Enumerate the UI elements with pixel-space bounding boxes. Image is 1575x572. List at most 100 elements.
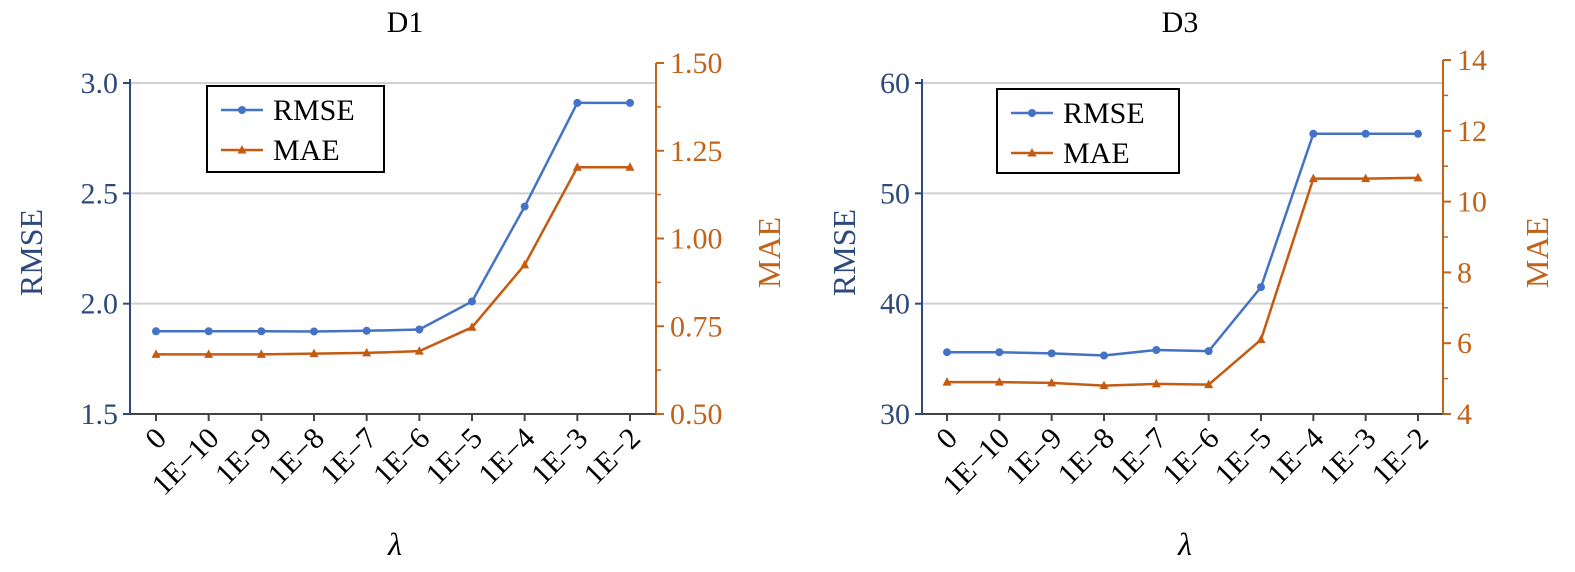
- y-right-axis-label: MAE: [1519, 217, 1555, 288]
- legend-box: [206, 85, 385, 173]
- left-tick-label: 60: [880, 67, 910, 100]
- x-tick-label: 1E−9: [209, 422, 278, 491]
- data-point-rmse: [1152, 346, 1161, 355]
- legend-label-mae: MAE: [1063, 137, 1130, 170]
- chart-panel-d3: 3040506046810121401E−101E−91E−81E−71E−61…: [826, 6, 1555, 562]
- x-tick-label: 1E−3: [1313, 422, 1382, 491]
- legend: RMSE MAE: [206, 85, 385, 173]
- legend-marker-rmse: [238, 106, 246, 114]
- data-point-rmse: [995, 348, 1004, 357]
- legend-label-mae: MAE: [273, 134, 340, 167]
- data-point-mae: [942, 377, 952, 386]
- y-left-axis-label: RMSE: [826, 209, 862, 296]
- right-tick-label: 14: [1457, 44, 1487, 77]
- data-point-mae: [994, 377, 1004, 386]
- data-point-rmse: [1047, 349, 1056, 358]
- x-tick-label: 1E−4: [472, 422, 541, 491]
- legend-label-rmse: RMSE: [1063, 97, 1145, 130]
- x-tick-label: 1E−6: [367, 422, 436, 491]
- right-tick-label: 1.25: [670, 135, 723, 168]
- right-tick-label: 8: [1457, 256, 1472, 289]
- data-point-rmse: [362, 326, 371, 335]
- data-point-mae: [1361, 173, 1371, 183]
- y-left-axis-label: RMSE: [13, 209, 49, 296]
- right-tick-label: 1.00: [670, 223, 723, 256]
- data-point-rmse: [152, 327, 160, 336]
- data-point-mae: [256, 349, 266, 358]
- data-point-mae: [1151, 378, 1161, 388]
- data-point-mae: [1047, 377, 1057, 387]
- data-point-rmse: [310, 327, 318, 336]
- x-tick-label: 0: [930, 422, 964, 456]
- data-point-mae: [309, 348, 319, 358]
- data-point-mae: [625, 162, 635, 171]
- data-point-rmse: [1309, 129, 1318, 138]
- legend: RMSE MAE: [996, 88, 1180, 174]
- data-point-mae: [151, 349, 161, 358]
- x-axis-label: λ: [1177, 526, 1192, 562]
- data-point-mae: [1308, 173, 1318, 183]
- data-point-rmse: [204, 327, 213, 336]
- left-tick-label: 3.0: [81, 67, 119, 100]
- data-point-mae: [204, 349, 214, 358]
- x-tick-label: 1E−5: [419, 422, 488, 491]
- series-line-rmse: [947, 132, 1418, 357]
- y-right-axis-label: MAE: [751, 217, 787, 288]
- x-tick-label: 1E−7: [314, 422, 383, 491]
- chart-title: D3: [1162, 6, 1199, 39]
- data-point-rmse: [943, 348, 951, 357]
- chart-panel-d1: 1.52.02.53.00.500.751.001.251.5001E−101E…: [13, 6, 787, 562]
- data-point-rmse: [573, 98, 582, 107]
- legend-marker-mae: [237, 145, 247, 154]
- x-tick-label: 1E−4: [1261, 422, 1330, 491]
- data-point-rmse: [626, 98, 634, 107]
- x-tick-label: 1E−2: [577, 422, 646, 491]
- data-point-rmse: [520, 202, 529, 211]
- data-point-rmse: [1204, 347, 1213, 356]
- right-tick-label: 0.75: [670, 310, 723, 343]
- x-tick-label: 1E−6: [1156, 422, 1225, 491]
- right-tick-label: 0.50: [670, 398, 723, 431]
- data-point-mae: [414, 346, 424, 355]
- x-tick-label: 1E−2: [1365, 422, 1434, 491]
- x-tick-label: 1E−8: [1051, 422, 1120, 491]
- data-point-rmse: [257, 327, 266, 336]
- data-point-mae: [1099, 380, 1109, 390]
- data-point-mae: [467, 322, 477, 331]
- data-point-mae: [572, 162, 582, 171]
- data-point-rmse: [1414, 129, 1422, 138]
- x-tick-label: 0: [139, 422, 173, 456]
- left-tick-label: 1.5: [81, 398, 119, 431]
- data-point-rmse: [1361, 129, 1370, 138]
- series-line-mae: [947, 176, 1419, 387]
- data-point-mae: [362, 347, 372, 357]
- right-tick-label: 6: [1457, 327, 1472, 360]
- x-tick-label: 1E−7: [1104, 422, 1173, 491]
- data-point-mae: [1256, 334, 1266, 344]
- data-point-rmse: [1257, 283, 1265, 292]
- right-tick-label: 4: [1457, 398, 1472, 431]
- left-tick-label: 50: [880, 177, 910, 210]
- x-tick-label: 1E−3: [525, 422, 594, 491]
- series-line-mae: [156, 165, 630, 356]
- legend-box: [996, 88, 1180, 174]
- data-point-mae: [1204, 379, 1214, 389]
- left-tick-label: 40: [880, 288, 910, 321]
- series-line-rmse: [156, 101, 630, 333]
- x-tick-label: 1E−8: [261, 422, 330, 491]
- left-tick-label: 2.5: [81, 177, 119, 210]
- chart-title: D1: [387, 6, 424, 39]
- data-point-rmse: [415, 325, 424, 334]
- left-tick-label: 30: [880, 398, 910, 431]
- legend-label-rmse: RMSE: [273, 94, 355, 127]
- left-tick-label: 2.0: [81, 288, 119, 321]
- x-tick-label: 1E−9: [999, 422, 1068, 491]
- data-point-mae: [1413, 172, 1423, 182]
- data-point-rmse: [1100, 351, 1108, 360]
- x-tick-label: 1E−5: [1208, 422, 1277, 491]
- legend-marker-rmse: [1028, 109, 1036, 117]
- data-point-rmse: [468, 297, 476, 306]
- legend-marker-mae: [1027, 148, 1037, 157]
- x-axis-label: λ: [387, 526, 402, 562]
